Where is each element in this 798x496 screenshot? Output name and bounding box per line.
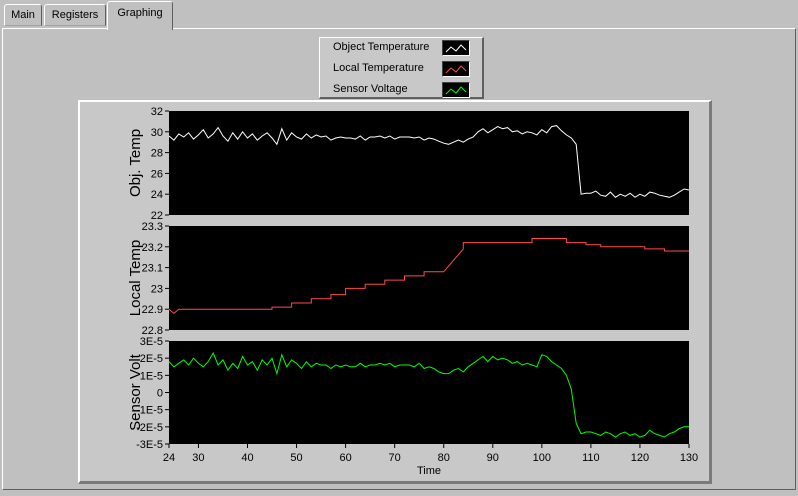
y-tick-label: -3E-5 [136, 439, 163, 451]
x-tick-label: 120 [631, 452, 649, 464]
x-tick-label: 50 [290, 452, 302, 464]
y-axis-label: Local Temp [127, 240, 144, 316]
y-tick-label: 24 [151, 189, 163, 201]
y-tick-label: 26 [151, 168, 163, 180]
x-tick-label: 40 [241, 452, 253, 464]
y-tick-label: 28 [151, 148, 163, 160]
series-line [168, 238, 689, 315]
series-line [168, 351, 689, 438]
legend-label: Local Temperature [333, 62, 424, 74]
x-tick-label: 100 [533, 452, 551, 464]
y-tick-label: 22.9 [142, 304, 163, 316]
y-tick-label: 2E-5 [140, 353, 163, 365]
tab-bar: Main Registers Graphing [0, 0, 798, 30]
tab-graphing[interactable]: Graphing [107, 1, 173, 30]
plot-area[interactable] [169, 341, 689, 444]
x-tick-label: 90 [487, 452, 499, 464]
y-tick-label: 22.8 [142, 325, 163, 337]
x-tick-label: 60 [339, 452, 351, 464]
x-axis-label: Time [417, 465, 441, 477]
y-tick-label: -2E-5 [136, 422, 163, 434]
graphing-tab-page [2, 28, 796, 490]
y-tick-label: 22 [151, 210, 163, 222]
x-tick-label: 130 [680, 452, 698, 464]
y-axis-label: Obj. Temp [127, 129, 144, 197]
stacked-line-charts: 32 30 28 26 24 22 Obj. Temp 23.3 23.2 23.1 23 22.9 2… [127, 106, 698, 477]
plot-area[interactable] [169, 226, 689, 330]
legend-label: Sensor Voltage [333, 83, 408, 95]
line-swatch-icon[interactable] [442, 40, 470, 56]
x-tick-label: 24 [163, 452, 175, 464]
x-tick-label: 70 [389, 452, 401, 464]
x-tick-label: 30 [192, 452, 204, 464]
series-line [168, 125, 690, 198]
plot-legend[interactable]: Object Temperature Local Temperature Sen… [319, 37, 484, 99]
line-swatch-icon[interactable] [442, 61, 470, 77]
tab-registers[interactable]: Registers [44, 4, 106, 26]
x-tick-label: 110 [582, 452, 600, 464]
stacked-graph-frame: 32 30 28 26 24 22 Obj. Temp 23.3 23.2 23.1 23 22.9 2… [78, 100, 712, 484]
y-tick-label: 3E-5 [140, 336, 163, 348]
y-tick-label: 23.2 [142, 242, 163, 254]
x-tick-label: 80 [438, 452, 450, 464]
y-tick-label: 0 [157, 388, 163, 400]
legend-item-local-temperature[interactable]: Local Temperature [320, 59, 480, 79]
y-tick-label: -1E-5 [136, 405, 163, 417]
y-tick-label: 30 [151, 127, 163, 139]
y-tick-label: 23.1 [142, 263, 163, 275]
legend-item-sensor-voltage[interactable]: Sensor Voltage [320, 80, 480, 100]
y-axis-label: Sensor Volt [127, 353, 144, 431]
y-tick-label: 32 [151, 106, 163, 118]
y-tick-label: 23.3 [142, 221, 163, 233]
y-tick-label: 1E-5 [140, 370, 163, 382]
line-swatch-icon[interactable] [442, 82, 470, 98]
tab-main[interactable]: Main [4, 4, 42, 26]
plot-area[interactable] [169, 111, 689, 215]
legend-label: Object Temperature [333, 41, 430, 53]
y-tick-label: 23 [151, 283, 163, 295]
legend-item-object-temperature[interactable]: Object Temperature [320, 38, 480, 58]
